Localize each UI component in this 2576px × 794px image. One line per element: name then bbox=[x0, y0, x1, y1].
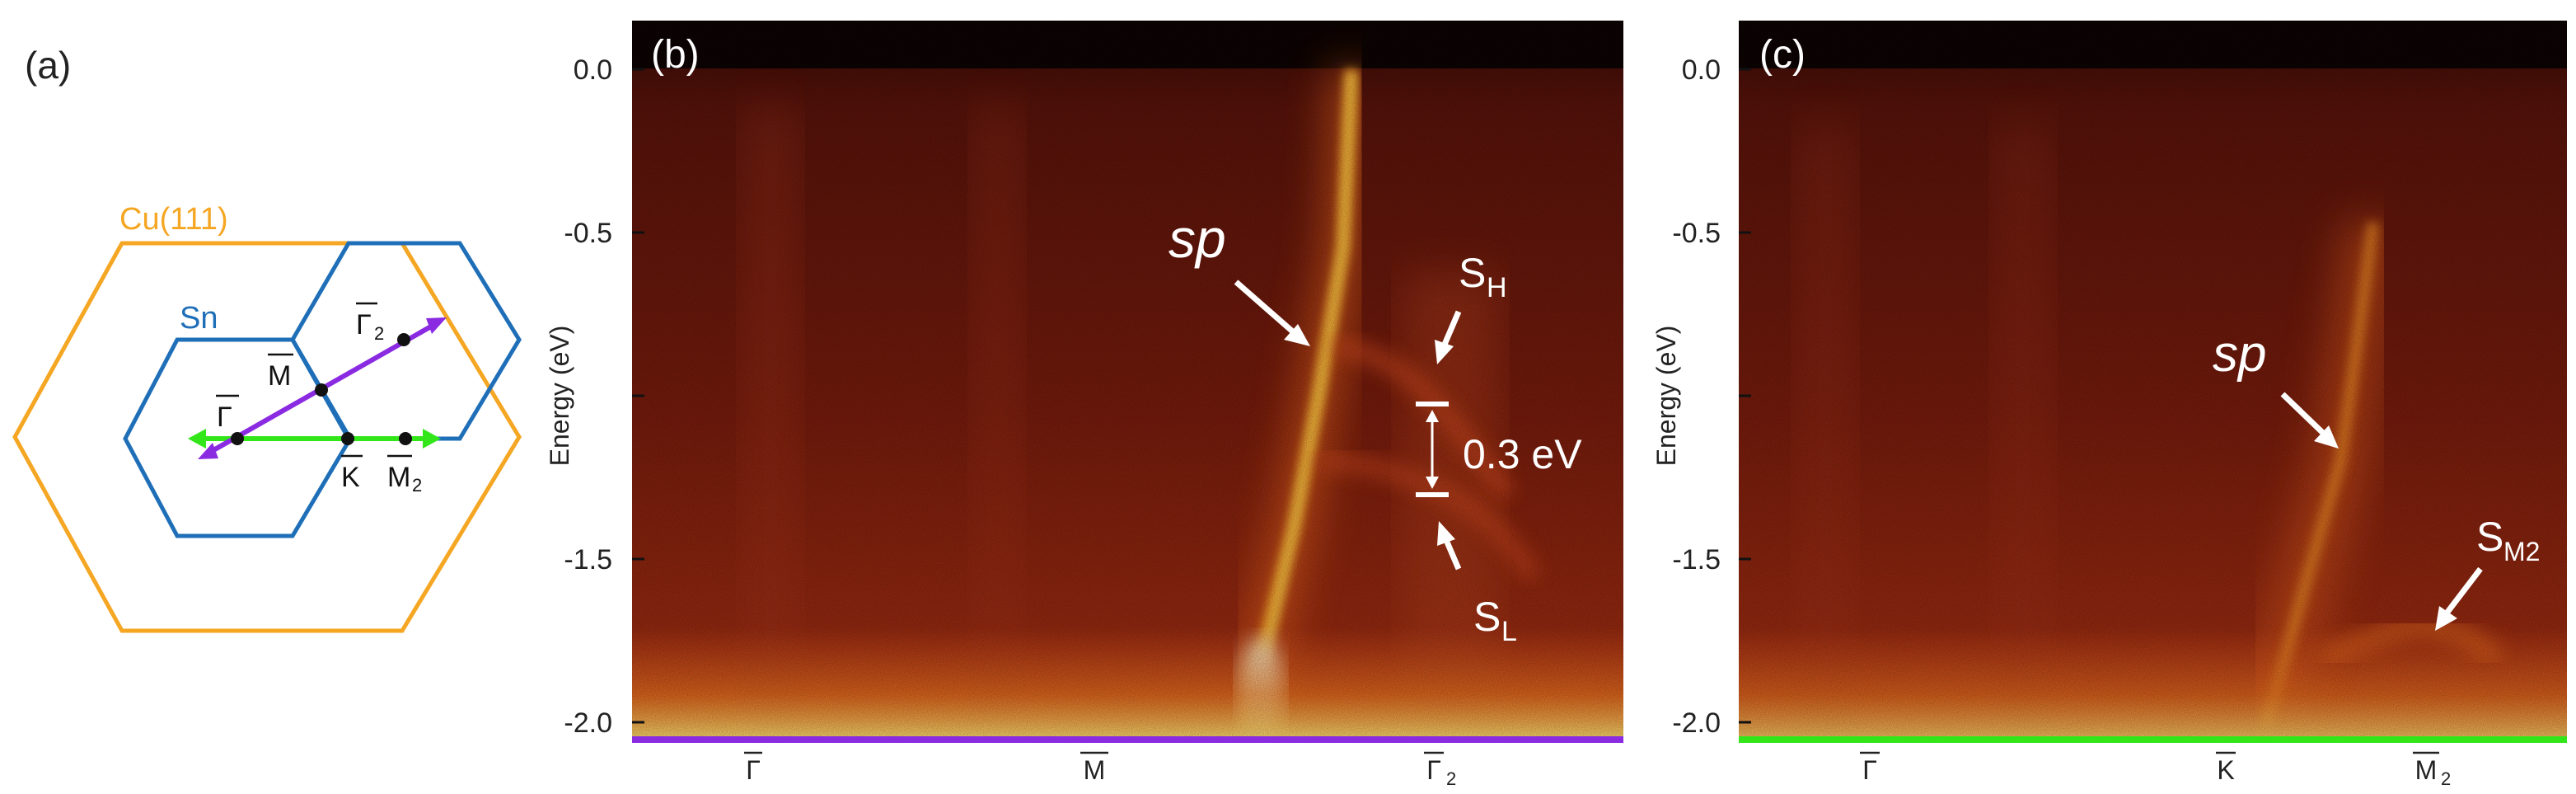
panel-a: (a) Cu(111) Sn Γ M Γ bbox=[12, 44, 522, 633]
sl-arrowhead-icon bbox=[1437, 521, 1455, 546]
svg-text:2: 2 bbox=[374, 323, 384, 344]
ytick-c-1: -0.5 bbox=[1672, 218, 1721, 249]
sm2-label: S bbox=[2476, 514, 2503, 560]
sh-sub: H bbox=[1487, 272, 1507, 303]
gamma-point bbox=[231, 432, 244, 445]
svg-text:M: M bbox=[387, 462, 410, 493]
gamma2-label: Γ 2 bbox=[356, 302, 384, 344]
sp-arrow-b bbox=[1234, 280, 1298, 336]
sp-arrowhead-b-icon bbox=[1284, 324, 1310, 346]
gap-arrow-down-icon bbox=[1426, 477, 1439, 489]
arpes-map-c bbox=[1739, 21, 2567, 740]
xtick-b-2: Γ bbox=[1426, 755, 1441, 785]
sm2-arrowhead-icon bbox=[2435, 606, 2457, 631]
sn-brillouin-zone-2 bbox=[290, 241, 522, 441]
annotations-b: sp S H 0.3 eV S L bbox=[1169, 208, 1582, 647]
xtick-b-2-sub: 2 bbox=[1446, 768, 1456, 789]
sn-label: Sn bbox=[180, 301, 218, 336]
gamma-label: Γ bbox=[216, 394, 239, 433]
annotations-c: sp S M2 bbox=[2213, 326, 2540, 631]
m2-label: M 2 bbox=[387, 454, 422, 496]
arpes-map-b bbox=[632, 21, 1623, 740]
ytick-c-3: -1.5 bbox=[1672, 544, 1721, 576]
xtick-b-0: Γ bbox=[746, 755, 761, 785]
xtick-c-2-sub: 2 bbox=[2441, 768, 2451, 789]
xtick-c-1: K bbox=[2217, 755, 2234, 785]
y-axis-c: 0.0 -0.5 -1 -1.5 -2.0 Energy (eV) bbox=[1651, 54, 1751, 739]
m2-point bbox=[399, 432, 412, 445]
gap-label: 0.3 eV bbox=[1463, 431, 1582, 477]
panel-b-label: (b) bbox=[651, 33, 700, 77]
m-label: M bbox=[268, 353, 293, 392]
x-axis-c: Γ K M 2 bbox=[1860, 751, 2451, 789]
purple-arrow-left-icon bbox=[198, 443, 218, 459]
k-label: K bbox=[341, 454, 363, 493]
ytick-b-1: -0.5 bbox=[564, 218, 612, 249]
xtick-b-1: M bbox=[1084, 755, 1106, 785]
panel-c-label: (c) bbox=[1759, 33, 1806, 77]
sl-arrow bbox=[1443, 538, 1462, 571]
xtick-c-0: Γ bbox=[1862, 755, 1877, 785]
cu-label: Cu(111) bbox=[119, 202, 228, 237]
sl-sub: L bbox=[1501, 616, 1517, 647]
svg-text:M: M bbox=[268, 360, 291, 392]
sp-label-c: sp bbox=[2213, 326, 2266, 383]
xtick-c-2: M bbox=[2415, 755, 2438, 785]
svg-text:Γ: Γ bbox=[356, 309, 372, 341]
sp-arrow-c bbox=[2280, 392, 2328, 438]
ylabel-b: Energy (eV) bbox=[545, 326, 574, 467]
ytick-b-3: -1.5 bbox=[564, 544, 612, 576]
y-axis-b: 0.0 -0.5 -1 -1.5 -2.0 Energy (eV) bbox=[545, 54, 644, 739]
gamma2-point bbox=[397, 333, 410, 346]
ytick-c-0: 0.0 bbox=[1682, 54, 1721, 86]
sm2-arrow bbox=[2443, 566, 2483, 617]
x-axis-b: Γ M Γ 2 bbox=[744, 751, 1456, 789]
m-point bbox=[315, 383, 328, 397]
panel-c: (c) 0.0 -0.5 -1 -1.5 -2.0 Energy (eV) Γ … bbox=[1651, 21, 2567, 789]
panel-a-label: (a) bbox=[25, 44, 71, 87]
green-arrow-right-icon bbox=[423, 429, 441, 449]
sh-label: S bbox=[1459, 250, 1486, 296]
sh-arrow bbox=[1440, 310, 1462, 348]
ytick-c-4: -2.0 bbox=[1672, 707, 1721, 739]
sp-label-b: sp bbox=[1169, 208, 1226, 269]
sm2-sub: M2 bbox=[2503, 537, 2540, 566]
purple-arrow-right-icon bbox=[426, 317, 447, 334]
gap-arrow-up-icon bbox=[1426, 410, 1439, 422]
ylabel-c: Energy (eV) bbox=[1651, 326, 1681, 467]
sp-arrowhead-c-icon bbox=[2314, 425, 2339, 449]
sl-label: S bbox=[1473, 594, 1501, 640]
green-arrow-left-icon bbox=[188, 429, 206, 449]
svg-text:2: 2 bbox=[412, 475, 422, 496]
ytick-b-4: -2.0 bbox=[564, 707, 612, 739]
panel-b: (b) 0.0 -0.5 -1 -1.5 -2.0 Energy (eV) Γ … bbox=[545, 21, 1623, 789]
svg-text:K: K bbox=[341, 462, 360, 493]
k-point bbox=[341, 432, 354, 445]
sh-arrowhead-icon bbox=[1435, 340, 1454, 364]
ytick-b-0: 0.0 bbox=[574, 54, 612, 86]
svg-text:Γ: Γ bbox=[217, 402, 232, 433]
